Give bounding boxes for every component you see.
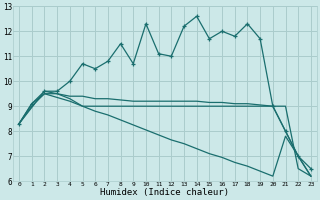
X-axis label: Humidex (Indice chaleur): Humidex (Indice chaleur) (100, 188, 229, 197)
